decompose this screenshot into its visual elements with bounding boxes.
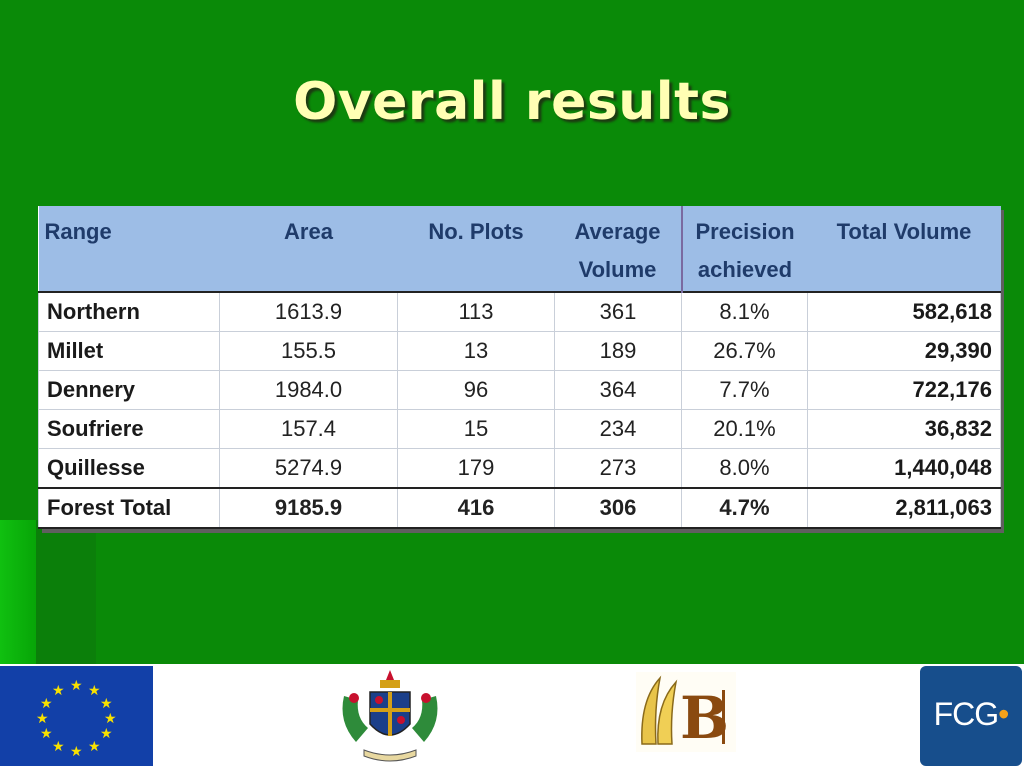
cell-precision: 8.1% [681, 291, 808, 332]
cell-average-volume: 364 [554, 370, 682, 410]
cell-range: Millet [38, 331, 220, 371]
background-accent-left [0, 520, 36, 665]
results-table: Range Area No. Plots Average Volume Preci… [38, 206, 1001, 529]
cell-average-volume: 189 [554, 331, 682, 371]
header-range: Range [38, 206, 220, 292]
cell-range: Dennery [38, 370, 220, 410]
total-average-volume: 306 [554, 487, 682, 529]
total-range: Forest Total [38, 487, 220, 529]
table-row: Soufriere 157.4 15 234 20.1% 36,832 [38, 409, 1001, 449]
header-precision: Precision achieved [680, 206, 808, 292]
table-row: Quillesse 5274.9 179 273 8.0% 1,440,048 [38, 448, 1001, 489]
logo-footer: ★ ★ ★ ★ ★ ★ ★ ★ ★ ★ ★ ★ B FCG• [0, 664, 1024, 768]
header-area: Area [219, 206, 398, 292]
fcg-logo: FCG• [920, 666, 1022, 766]
cell-range: Northern [38, 291, 220, 332]
b-banana-logo-icon: B [636, 672, 736, 752]
fcg-logo-dot: • [998, 696, 1009, 732]
cell-area: 157.4 [219, 409, 398, 449]
cell-plots: 15 [397, 409, 555, 449]
cell-range: Soufriere [38, 409, 220, 449]
cell-area: 5274.9 [219, 448, 398, 489]
table-row: Dennery 1984.0 96 364 7.7% 722,176 [38, 370, 1001, 410]
eu-flag-icon: ★ ★ ★ ★ ★ ★ ★ ★ ★ ★ ★ ★ [0, 666, 153, 766]
cell-total-volume: 582,618 [807, 291, 1001, 332]
header-plots: No. Plots [397, 206, 555, 292]
cell-precision: 20.1% [681, 409, 808, 449]
cell-average-volume: 273 [554, 448, 682, 489]
header-average-volume: Average Volume [554, 206, 682, 292]
cell-precision: 8.0% [681, 448, 808, 489]
total-plots: 416 [397, 487, 555, 529]
results-table-container: Range Area No. Plots Average Volume Preci… [38, 206, 1001, 529]
cell-plots: 113 [397, 291, 555, 332]
background-accent-stripe [36, 520, 96, 665]
cell-average-volume: 234 [554, 409, 682, 449]
cell-area: 155.5 [219, 331, 398, 371]
cell-area: 1984.0 [219, 370, 398, 410]
cell-plots: 13 [397, 331, 555, 371]
total-area: 9185.9 [219, 487, 398, 529]
coat-of-arms-icon [342, 670, 438, 762]
cell-precision: 7.7% [681, 370, 808, 410]
svg-text:B: B [680, 684, 729, 752]
table-row: Northern 1613.9 113 361 8.1% 582,618 [38, 291, 1001, 332]
cell-plots: 96 [397, 370, 555, 410]
table-total-row: Forest Total 9185.9 416 306 4.7% 2,811,0… [38, 487, 1001, 529]
total-total-volume: 2,811,063 [807, 487, 1001, 529]
cell-average-volume: 361 [554, 291, 682, 332]
table-header-row: Range Area No. Plots Average Volume Preci… [38, 206, 1001, 292]
total-precision: 4.7% [681, 487, 808, 529]
cell-total-volume: 1,440,048 [807, 448, 1001, 489]
cell-area: 1613.9 [219, 291, 398, 332]
cell-range: Quillesse [38, 448, 220, 489]
header-total-volume: Total Volume [807, 206, 1001, 292]
slide-title: Overall results [293, 72, 731, 132]
cell-total-volume: 722,176 [807, 370, 1001, 410]
cell-plots: 179 [397, 448, 555, 489]
table-row: Millet 155.5 13 189 26.7% 29,390 [38, 331, 1001, 371]
cell-total-volume: 36,832 [807, 409, 1001, 449]
cell-precision: 26.7% [681, 331, 808, 371]
fcg-logo-text: FCG [933, 696, 1000, 732]
cell-total-volume: 29,390 [807, 331, 1001, 371]
